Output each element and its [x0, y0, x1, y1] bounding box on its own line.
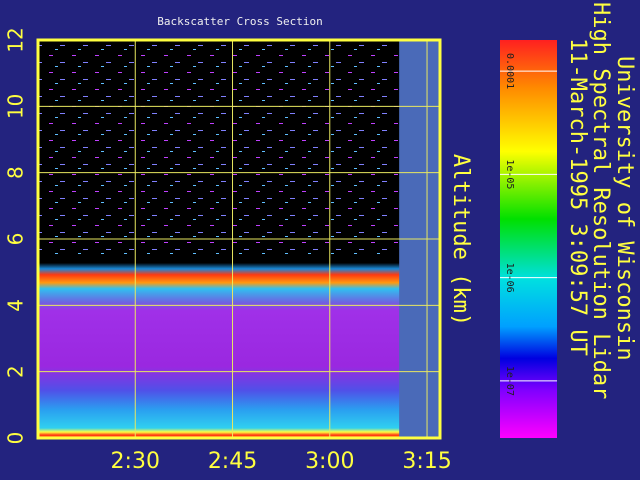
y-tick-label: 6: [4, 233, 28, 246]
x-tick-label: 2:30: [111, 449, 160, 474]
y-tick-label: 2: [4, 365, 28, 378]
x-tick-label: 3:15: [402, 449, 451, 474]
y-tick-label: 0: [4, 432, 28, 445]
annotation: University of Wisconsin: [612, 56, 637, 361]
colorbar-tick-label: 1e-07: [504, 366, 515, 396]
chart-title: Backscatter Cross Section: [157, 15, 323, 28]
y-tick-label: 10: [4, 94, 28, 119]
colorbar-tick-label: 0.0001: [504, 53, 515, 89]
y-tick-label: 12: [4, 27, 28, 52]
colorbar-tick-label: 1e-05: [504, 159, 515, 189]
colorbar-tick-label: 1e-06: [504, 263, 515, 293]
annotation: High Spectral Resolution Lidar: [588, 2, 613, 399]
y-tick-label: 4: [4, 299, 28, 312]
colorbar: [500, 40, 557, 438]
y-tick-label: 8: [4, 166, 28, 179]
plot-frame: [36, 38, 442, 440]
y-axis-label: Altitude (km): [448, 154, 473, 326]
annotation: 11-March-1995 3:09:57 UT: [565, 38, 590, 356]
backscatter-noise: [38, 40, 400, 259]
x-tick-label: 3:00: [305, 449, 354, 474]
x-tick-label: 2:45: [208, 449, 257, 474]
